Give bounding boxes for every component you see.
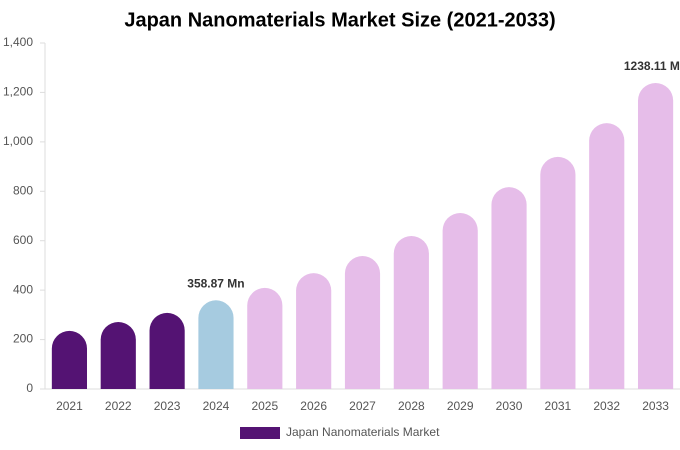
y-tick-label: 0 (26, 381, 33, 395)
bar (637, 83, 674, 389)
x-tick-label: 2032 (593, 399, 620, 413)
bar (149, 312, 185, 389)
x-tick-label: 2022 (105, 399, 132, 413)
y-tick-label: 200 (13, 332, 33, 346)
bar (100, 322, 136, 389)
x-tick-label: 2023 (154, 399, 181, 413)
bar (198, 300, 234, 389)
bar (589, 123, 625, 389)
x-tick-label: 2033 (642, 399, 669, 413)
legend-swatch (240, 427, 280, 439)
bar (247, 287, 283, 389)
y-tick-label: 1,000 (3, 134, 33, 148)
x-tick-label: 2025 (251, 399, 278, 413)
x-tick-label: 2021 (56, 399, 83, 413)
y-tick-label: 800 (13, 183, 33, 197)
x-tick-label: 2030 (496, 399, 523, 413)
y-tick-label: 400 (13, 282, 33, 296)
value-label: 1238.11 Mn (624, 59, 680, 73)
y-tick-label: 1,400 (3, 35, 33, 49)
chart-title: Japan Nanomaterials Market Size (2021-20… (124, 9, 555, 31)
x-tick-label: 2028 (398, 399, 425, 413)
x-tick-label: 2026 (300, 399, 327, 413)
x-tick-label: 2024 (203, 399, 230, 413)
x-tick-label: 2031 (545, 399, 572, 413)
x-tick-label: 2029 (447, 399, 474, 413)
bar (540, 156, 576, 389)
bar (51, 330, 88, 389)
legend-label: Japan Nanomaterials Market (286, 425, 440, 439)
bar (442, 213, 478, 389)
bar (393, 236, 429, 389)
y-tick-label: 600 (13, 233, 33, 247)
x-tick-label: 2027 (349, 399, 376, 413)
bar (296, 273, 332, 389)
value-label: 358.87 Mn (187, 276, 244, 290)
y-tick-label: 1,200 (3, 85, 33, 99)
bar (344, 256, 381, 389)
bar (491, 187, 527, 389)
